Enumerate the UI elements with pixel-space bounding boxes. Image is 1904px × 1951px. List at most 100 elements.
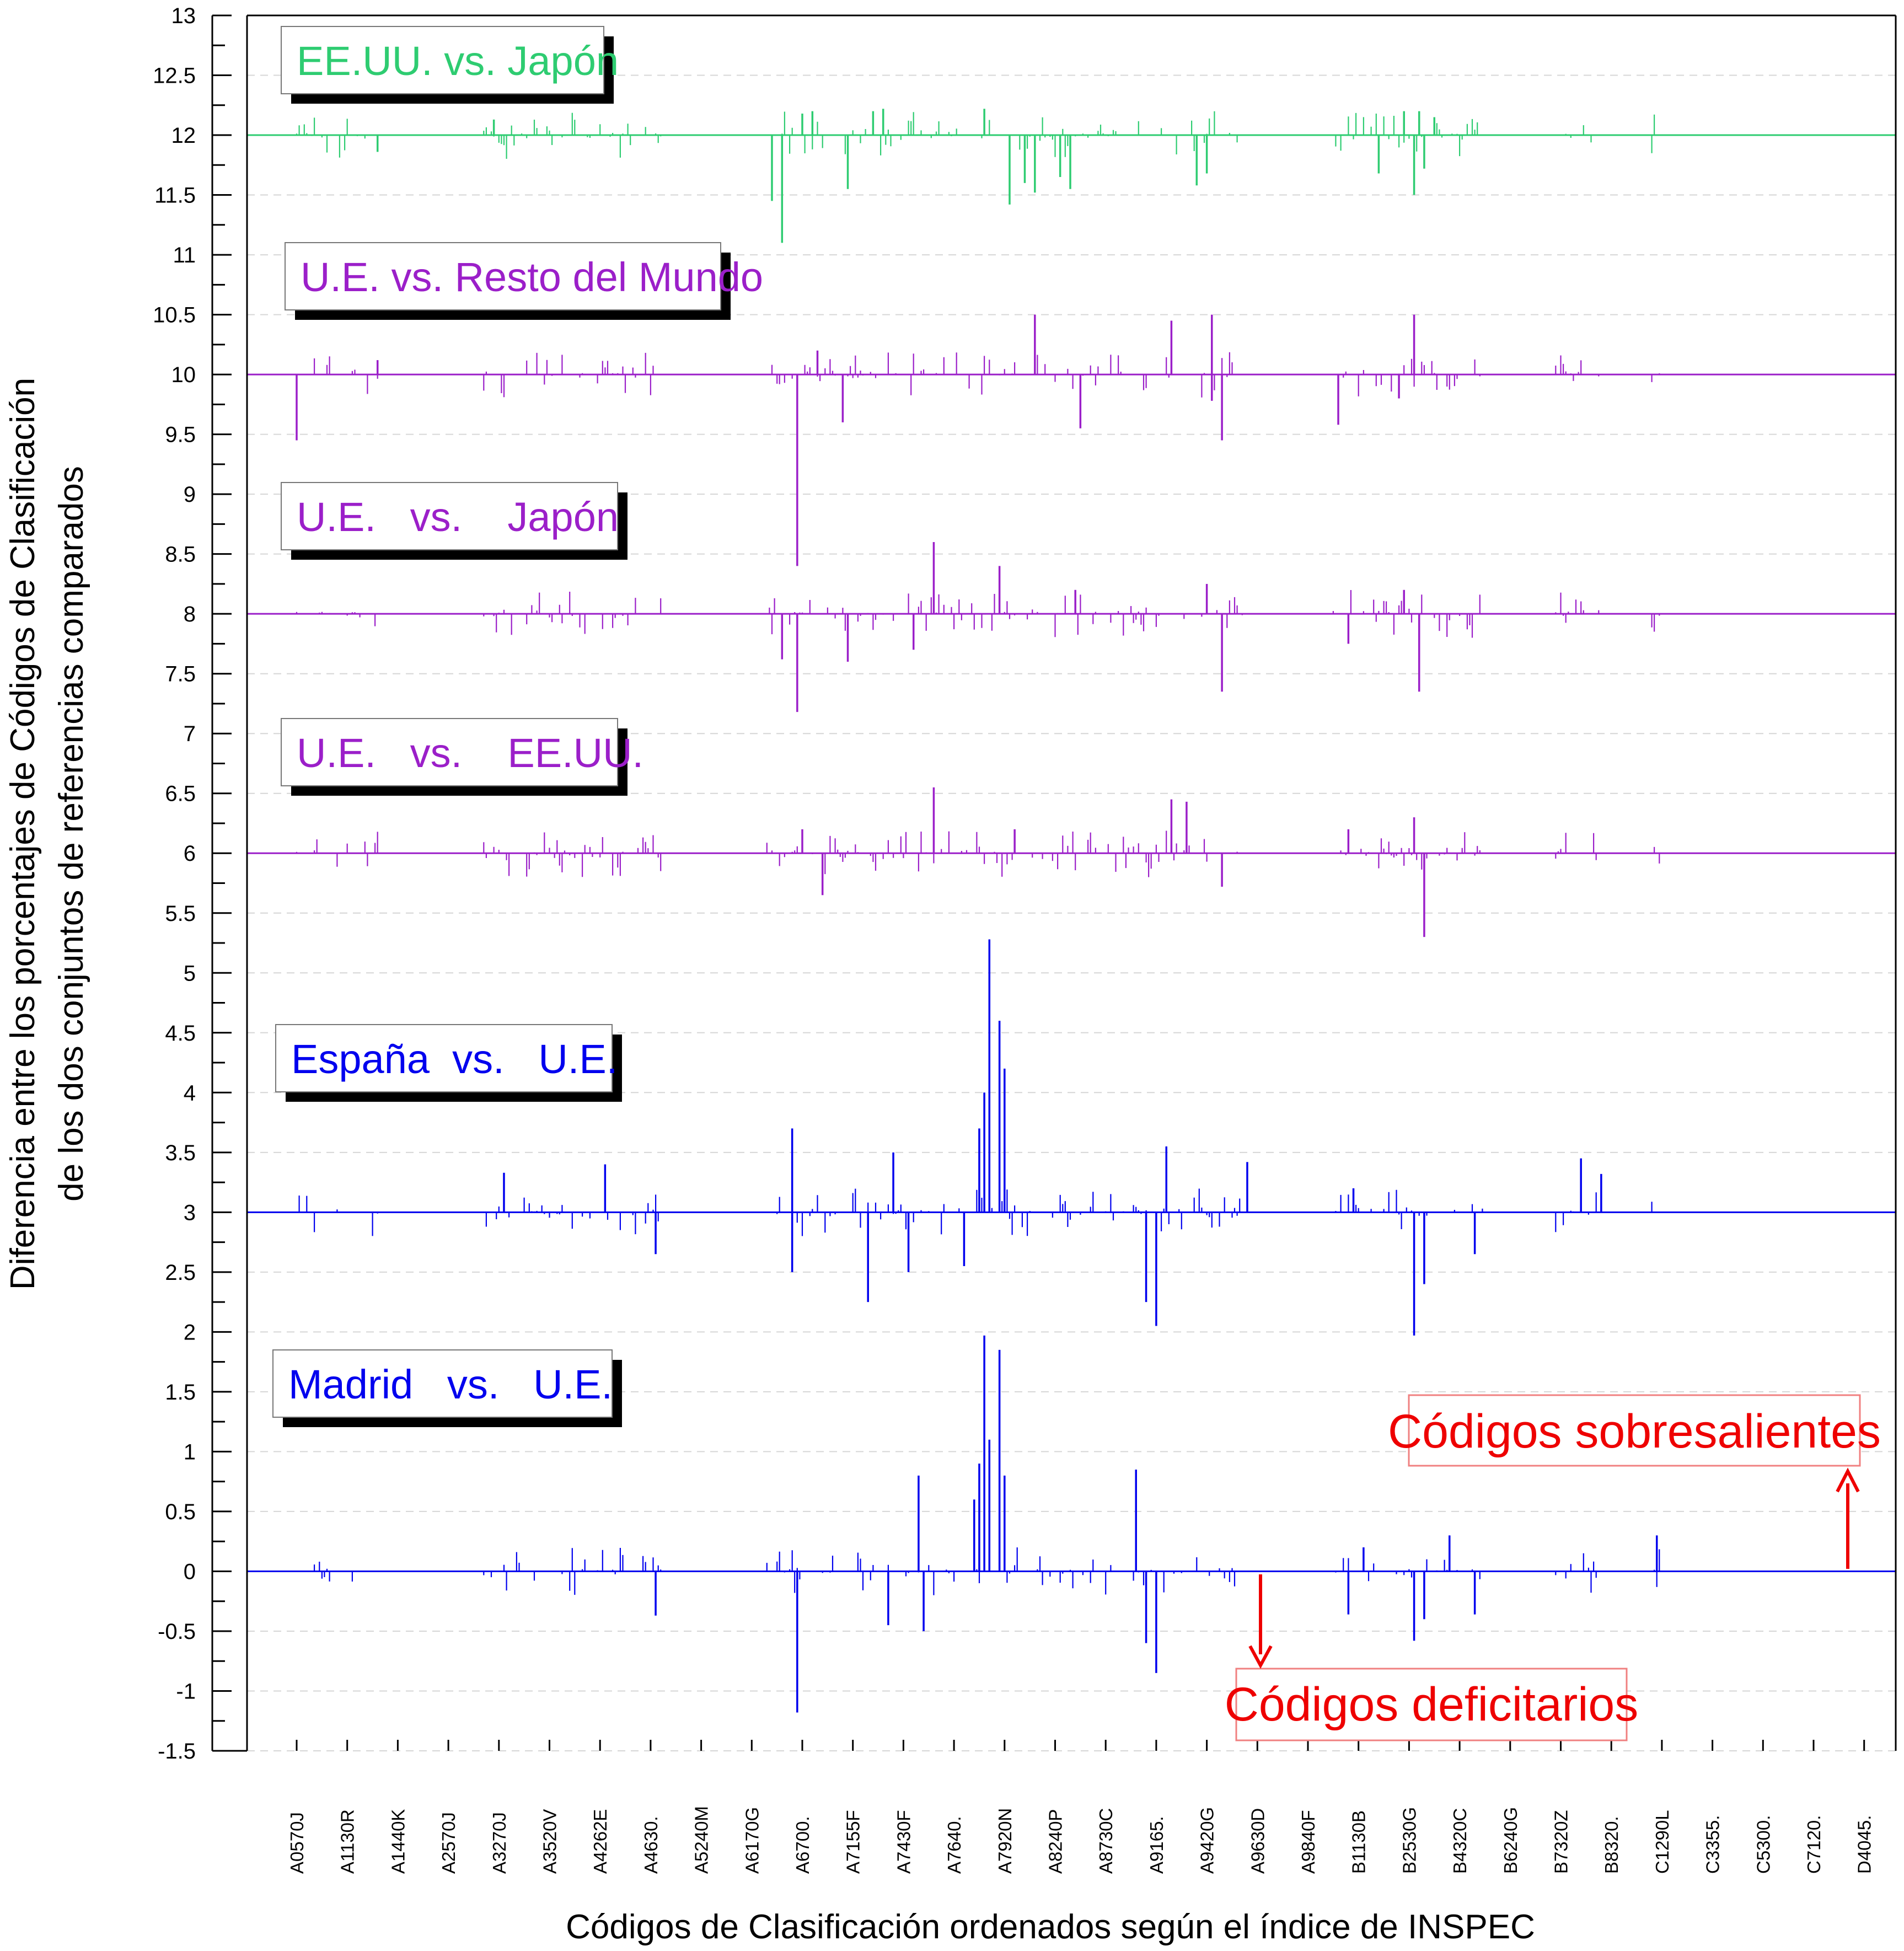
annotation-deficit: Códigos deficitarios	[1225, 1574, 1638, 1741]
series-5	[247, 1335, 1896, 1713]
y-tick-label: 13	[171, 4, 196, 28]
x-tick-label: A7430F	[893, 1810, 914, 1874]
x-tick-label: A1440K	[388, 1809, 408, 1874]
legend-box-4: España vs. U.E.	[275, 1024, 622, 1102]
y-tick-label: 11	[173, 243, 196, 267]
x-tick-label: B1130B	[1349, 1810, 1369, 1874]
x-tick-label: A3520V	[540, 1809, 560, 1874]
y-tick-label: -0.5	[158, 1620, 196, 1644]
y-tick-label: 9.5	[165, 423, 196, 447]
y-axis-title-line2: de los dos conjuntos de referencias comp…	[52, 466, 90, 1202]
y-tick-label: 7	[184, 722, 196, 746]
y-tick-label: 8	[184, 602, 196, 626]
x-tick-label: B2530G	[1399, 1807, 1419, 1874]
series-2	[247, 542, 1896, 712]
y-tick-label: 3	[184, 1200, 196, 1225]
x-tick-label: B4320C	[1450, 1808, 1470, 1874]
series-0	[247, 109, 1896, 243]
arrowhead-down-icon	[1248, 1645, 1273, 1669]
x-tick-label: A9630D	[1247, 1808, 1268, 1874]
y-tick-label: 0	[184, 1559, 196, 1584]
legend-box-0: EE.UU. vs. Japón	[281, 26, 619, 104]
x-tick-label: A2570J	[438, 1812, 459, 1874]
x-axis-title: Códigos de Clasificación ordenados según…	[566, 1908, 1535, 1946]
x-tick-label: B7320Z	[1551, 1810, 1572, 1874]
x-tick-label: A9840F	[1298, 1810, 1318, 1874]
x-tick-label: A6700.	[792, 1816, 813, 1874]
x-tick-label: A7640.	[944, 1816, 964, 1874]
x-tick-label: B6240G	[1500, 1807, 1521, 1874]
legend-boxes: EE.UU. vs. Japón U.E. vs. Resto del Mundo…	[272, 26, 763, 1427]
legend-panel	[275, 1024, 613, 1092]
x-tick-label: C5300.	[1753, 1815, 1773, 1874]
annotation-outstanding-text: Códigos sobresalientes	[1388, 1405, 1881, 1458]
legend-label: U.E. vs. Resto del Mundo	[301, 254, 763, 300]
x-tick-label: D4045.	[1854, 1815, 1875, 1874]
x-tick-label: C7120.	[1804, 1815, 1824, 1874]
series-3	[247, 787, 1896, 937]
series-1	[247, 314, 1896, 566]
y-tick-label: 5.5	[165, 902, 196, 926]
legend-label: U.E. vs. Japón	[297, 494, 619, 540]
series-4	[247, 939, 1896, 1336]
x-tick-label: B8320.	[1601, 1816, 1622, 1874]
x-tick-label: A7155F	[843, 1810, 863, 1874]
x-tick-label: A6170G	[742, 1807, 762, 1874]
legend-label: Madrid vs. U.E.	[288, 1362, 613, 1407]
y-ticks: 1312.51211.51110.5109.598.587.576.565.55…	[153, 4, 232, 1764]
legend-box-1: U.E. vs. Resto del Mundo	[285, 242, 763, 320]
x-tick-label: A0570J	[287, 1812, 307, 1874]
x-tick-label: A8240P	[1045, 1809, 1066, 1874]
y-tick-label: 10.5	[153, 303, 196, 328]
x-tick-label: A1130R	[337, 1809, 358, 1874]
x-tick-label: A9165.	[1146, 1816, 1167, 1874]
y-tick-label: 6	[184, 841, 196, 866]
x-tick-label: A7920N	[995, 1808, 1015, 1874]
y-tick-label: 12	[171, 124, 196, 148]
legend-panel	[281, 482, 618, 550]
x-tick-label: A5240M	[691, 1806, 712, 1874]
y-tick-label: 3.5	[165, 1141, 196, 1165]
y-tick-label: 9	[184, 483, 196, 507]
legend-panel	[285, 242, 721, 310]
y-tick-label: 2	[184, 1320, 196, 1344]
y-tick-label: 5	[184, 961, 196, 985]
x-tick-label: A9420G	[1197, 1807, 1218, 1874]
y-axis-title-line1: Diferencia entre los porcentajes de Códi…	[4, 378, 42, 1290]
y-tick-label: 10	[171, 363, 196, 387]
y-tick-label: -1.5	[158, 1739, 196, 1764]
x-tick-label: C3355.	[1703, 1815, 1723, 1874]
y-tick-label: 7.5	[165, 662, 196, 687]
y-tick-label: -1	[176, 1679, 196, 1703]
y-tick-label: 12.5	[153, 64, 196, 88]
series-noise	[296, 830, 1660, 877]
y-tick-label: 8.5	[165, 543, 196, 567]
y-tick-label: 11.5	[154, 184, 196, 208]
y-tick-label: 0.5	[165, 1500, 196, 1524]
legend-box-3: U.E. vs. EE.UU.	[281, 718, 643, 796]
x-ticks: A0570J A1130R A1440K A2570J A3270J A3520V A426…	[287, 1740, 1875, 1874]
x-tick-label: A8730C	[1096, 1808, 1116, 1874]
legend-label: España vs. U.E.	[291, 1036, 618, 1082]
legend-label: EE.UU. vs. Japón	[297, 38, 619, 84]
series-noise	[298, 1188, 1653, 1236]
y-tick-label: 1	[184, 1440, 196, 1464]
legend-label: U.E. vs. EE.UU.	[297, 730, 643, 776]
legend-box-2: U.E. vs. Japón	[281, 482, 627, 560]
y-tick-label: 6.5	[165, 782, 196, 806]
legend-box-5: Madrid vs. U.E.	[272, 1349, 622, 1427]
legend-panel	[272, 1349, 613, 1418]
arrowhead-up-icon	[1836, 1467, 1860, 1493]
annotation-deficit-text: Códigos deficitarios	[1225, 1678, 1638, 1731]
annotation-outstanding: Códigos sobresalientes	[1388, 1394, 1881, 1569]
x-tick-label: A4262E	[590, 1809, 610, 1874]
x-tick-label: A4630.	[641, 1816, 661, 1874]
x-tick-label: C1290L	[1652, 1810, 1672, 1874]
series-layer	[247, 109, 1896, 1713]
y-tick-label: 2.5	[165, 1261, 196, 1285]
x-tick-label: A3270J	[489, 1812, 509, 1874]
legend-panel	[281, 26, 604, 94]
y-tick-label: 1.5	[165, 1380, 196, 1405]
y-tick-label: 4	[184, 1081, 196, 1105]
